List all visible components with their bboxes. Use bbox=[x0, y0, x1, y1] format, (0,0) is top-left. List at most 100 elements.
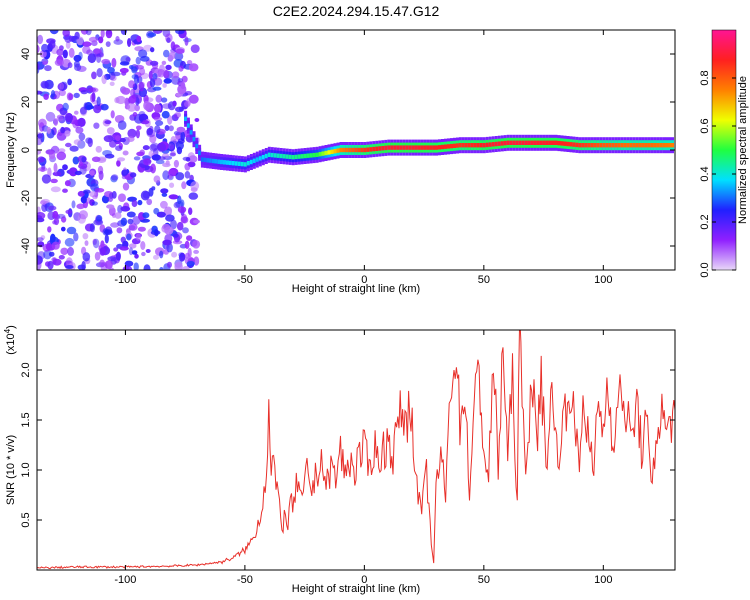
ridge-cell bbox=[551, 140, 555, 145]
ridge-cell bbox=[545, 140, 549, 145]
noise-cell bbox=[150, 47, 155, 53]
noise-cell bbox=[130, 88, 136, 98]
noise-cell bbox=[149, 144, 158, 152]
noise-cell bbox=[140, 241, 146, 250]
ridge-cell bbox=[491, 142, 495, 147]
ridge-cell bbox=[659, 143, 663, 148]
ridge-cell bbox=[252, 158, 256, 163]
ridge-cell bbox=[479, 143, 483, 148]
ridge-cell bbox=[220, 159, 223, 165]
noise-cell bbox=[156, 211, 166, 218]
noise-cell bbox=[178, 252, 185, 258]
noise-cell bbox=[160, 200, 168, 209]
ridge-cell bbox=[444, 144, 447, 149]
noise-cell bbox=[133, 262, 139, 270]
noise-cell bbox=[77, 117, 86, 127]
noise-cell bbox=[104, 260, 113, 270]
ridge-cell bbox=[318, 152, 322, 157]
noise-cell bbox=[126, 233, 132, 241]
ridge-cell bbox=[330, 149, 334, 154]
ridge-cell bbox=[518, 140, 522, 145]
noise-cell bbox=[74, 170, 82, 176]
noise-cell bbox=[180, 82, 186, 90]
ridge-cell bbox=[351, 147, 355, 153]
ridge-cell bbox=[542, 140, 546, 145]
noise-cell bbox=[78, 132, 86, 141]
noise-cell bbox=[95, 215, 103, 222]
noise-cell bbox=[129, 172, 137, 178]
noise-cell bbox=[143, 100, 151, 111]
noise-cell bbox=[89, 223, 95, 233]
noise-cell bbox=[153, 175, 161, 183]
ridge-cell bbox=[321, 151, 325, 156]
ridge-cell bbox=[503, 140, 507, 146]
noise-cell bbox=[132, 112, 138, 117]
ridge-cell bbox=[644, 143, 648, 148]
spectrogram-x-ticks: -100 -50 0 50 100 bbox=[114, 30, 612, 286]
noise-cell bbox=[159, 267, 164, 270]
noise-cell bbox=[115, 251, 121, 261]
noise-cell bbox=[117, 204, 123, 214]
heatmap-cells bbox=[37, 30, 674, 270]
noise-cell bbox=[120, 217, 128, 226]
noise-cell bbox=[49, 30, 59, 35]
noise-cell bbox=[176, 126, 186, 133]
ridge-cell bbox=[291, 155, 295, 160]
y-tick-label: 40 bbox=[20, 48, 32, 60]
ridge-cell bbox=[638, 143, 642, 148]
noise-cell bbox=[171, 251, 178, 258]
ridge-cell bbox=[423, 145, 427, 150]
ridge-cell bbox=[327, 150, 331, 155]
noise-cell bbox=[153, 116, 163, 122]
noise-cell bbox=[87, 53, 97, 64]
noise-cell bbox=[127, 128, 137, 139]
ridge-cell bbox=[530, 140, 534, 145]
noise-cell bbox=[64, 130, 71, 137]
ridge-cell bbox=[378, 146, 382, 151]
ridge-cell bbox=[203, 157, 207, 163]
ridge-cell bbox=[596, 143, 600, 148]
ridge-cell bbox=[429, 145, 433, 150]
noise-cell bbox=[96, 68, 103, 78]
noise-cell bbox=[139, 67, 146, 76]
noise-cell bbox=[73, 139, 82, 145]
noise-cell bbox=[131, 250, 138, 255]
noise-cell bbox=[93, 48, 102, 55]
noise-cell bbox=[37, 149, 42, 155]
noise-cell bbox=[163, 78, 172, 84]
ridge-cell bbox=[375, 146, 379, 151]
noise-cell bbox=[91, 71, 97, 80]
noise-cell bbox=[162, 223, 171, 230]
noise-cell bbox=[94, 251, 101, 261]
ridge-cell bbox=[381, 146, 385, 151]
noise-cell bbox=[113, 247, 119, 252]
noise-cell bbox=[115, 36, 120, 42]
noise-cell bbox=[172, 100, 177, 107]
noise-cell bbox=[59, 82, 65, 90]
noise-cell bbox=[62, 49, 68, 59]
noise-cell bbox=[37, 137, 43, 146]
colorbar: 0.0 0.2 0.4 0.6 0.8 Normalized spectral ampl… bbox=[699, 29, 749, 278]
ridge-cell bbox=[357, 147, 361, 153]
noise-cell bbox=[153, 254, 159, 260]
ridge-cell bbox=[611, 143, 615, 148]
ridge-cell bbox=[200, 157, 204, 162]
ridge-cell bbox=[246, 161, 250, 166]
noise-cell bbox=[140, 190, 150, 201]
ridge-cell bbox=[620, 143, 624, 148]
noise-cell bbox=[46, 126, 52, 134]
noise-cell bbox=[109, 81, 115, 87]
x-tick-label: 50 bbox=[478, 574, 490, 586]
ridge-cell bbox=[533, 140, 537, 145]
noise-cell bbox=[153, 103, 162, 113]
ridge-cell bbox=[590, 143, 594, 148]
noise-cell bbox=[188, 192, 199, 200]
noise-cell bbox=[157, 68, 165, 78]
noise-cell bbox=[122, 150, 129, 156]
noise-cell bbox=[40, 200, 47, 205]
ridge-cell bbox=[599, 143, 603, 148]
ridge-cell bbox=[602, 143, 606, 148]
noise-cell bbox=[52, 220, 57, 225]
ridge-cell bbox=[441, 144, 444, 150]
ridge-cell bbox=[497, 141, 501, 146]
